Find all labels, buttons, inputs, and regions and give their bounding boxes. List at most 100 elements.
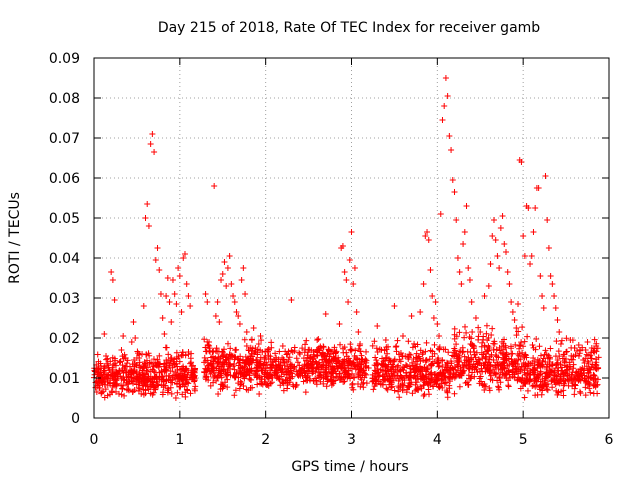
- data-point: [442, 346, 449, 353]
- data-point: [460, 348, 467, 355]
- data-point: [303, 337, 310, 344]
- data-point: [564, 370, 571, 377]
- data-point: [471, 351, 478, 358]
- data-point: [542, 347, 549, 354]
- data-point: [243, 342, 250, 349]
- data-point: [428, 377, 435, 384]
- data-point: [582, 384, 589, 391]
- data-point: [349, 380, 356, 387]
- data-point: [371, 383, 378, 390]
- data-point: [347, 375, 354, 382]
- data-point: [210, 374, 217, 381]
- data-point: [422, 368, 429, 375]
- data-point: [422, 233, 429, 239]
- data-point: [587, 355, 594, 362]
- data-point: [400, 367, 407, 374]
- data-point: [448, 360, 455, 367]
- data-point: [130, 319, 137, 325]
- data-point: [291, 364, 298, 371]
- x-tick-label: 0: [90, 432, 99, 448]
- data-point: [501, 365, 508, 372]
- data-point: [426, 356, 433, 363]
- data-point: [223, 283, 230, 289]
- data-point: [201, 359, 208, 366]
- data-point: [443, 387, 450, 394]
- data-point: [380, 362, 387, 369]
- data-point: [311, 353, 318, 360]
- data-point: [490, 217, 497, 223]
- data-point: [250, 325, 257, 331]
- data-point: [218, 381, 225, 388]
- data-point: [279, 365, 286, 372]
- data-point: [217, 355, 224, 362]
- data-point: [351, 265, 358, 271]
- data-point: [494, 253, 501, 259]
- data-point: [355, 370, 362, 377]
- data-point: [306, 346, 313, 353]
- data-point: [584, 339, 591, 345]
- data-point: [248, 367, 255, 374]
- data-point: [328, 382, 335, 389]
- data-point: [534, 365, 541, 372]
- data-point: [112, 388, 119, 395]
- data-point: [468, 375, 475, 382]
- data-point: [524, 370, 531, 377]
- data-point: [183, 376, 190, 383]
- data-point: [262, 348, 269, 355]
- data-point: [305, 361, 312, 367]
- data-point: [232, 346, 239, 353]
- data-point: [168, 319, 175, 325]
- data-point: [224, 340, 231, 347]
- data-point: [496, 374, 503, 381]
- data-point: [237, 381, 244, 388]
- data-point: [583, 378, 590, 385]
- data-point: [549, 384, 556, 391]
- data-point: [151, 149, 158, 155]
- data-point: [484, 347, 491, 354]
- data-point: [489, 325, 496, 332]
- data-point: [349, 370, 356, 377]
- data-point: [423, 378, 430, 385]
- data-point: [156, 267, 163, 273]
- y-tick-label: 0.08: [49, 91, 80, 107]
- data-point: [462, 362, 469, 369]
- data-point: [396, 384, 403, 391]
- data-point: [132, 335, 139, 341]
- data-point: [472, 315, 479, 321]
- data-point: [280, 387, 287, 394]
- data-point: [315, 336, 322, 343]
- data-point: [399, 364, 406, 371]
- data-point: [159, 373, 166, 380]
- data-point: [152, 369, 159, 376]
- data-point: [424, 229, 431, 235]
- data-point: [322, 311, 329, 317]
- data-point: [313, 381, 320, 388]
- data-point: [428, 371, 435, 378]
- data-point: [272, 350, 279, 357]
- data-point: [524, 377, 531, 384]
- data-point: [490, 357, 497, 364]
- data-point: [268, 344, 275, 351]
- y-axis-title: ROTI / TECUs: [7, 192, 23, 284]
- data-point: [202, 365, 209, 372]
- data-point: [483, 350, 490, 357]
- data-point: [453, 341, 460, 348]
- data-point: [174, 389, 181, 396]
- data-point: [584, 373, 590, 380]
- data-point: [106, 367, 113, 373]
- data-point: [499, 360, 506, 367]
- data-point: [175, 353, 182, 360]
- data-point: [357, 341, 364, 347]
- data-point: [174, 355, 181, 362]
- data-point: [104, 360, 111, 367]
- data-point: [394, 337, 401, 344]
- data-point: [518, 159, 525, 165]
- data-point: [448, 147, 455, 153]
- data-point: [99, 381, 106, 387]
- data-point: [503, 351, 510, 358]
- data-point: [533, 335, 540, 342]
- data-point: [96, 384, 103, 391]
- data-point: [268, 339, 275, 346]
- data-point: [306, 376, 313, 383]
- data-point: [391, 356, 398, 363]
